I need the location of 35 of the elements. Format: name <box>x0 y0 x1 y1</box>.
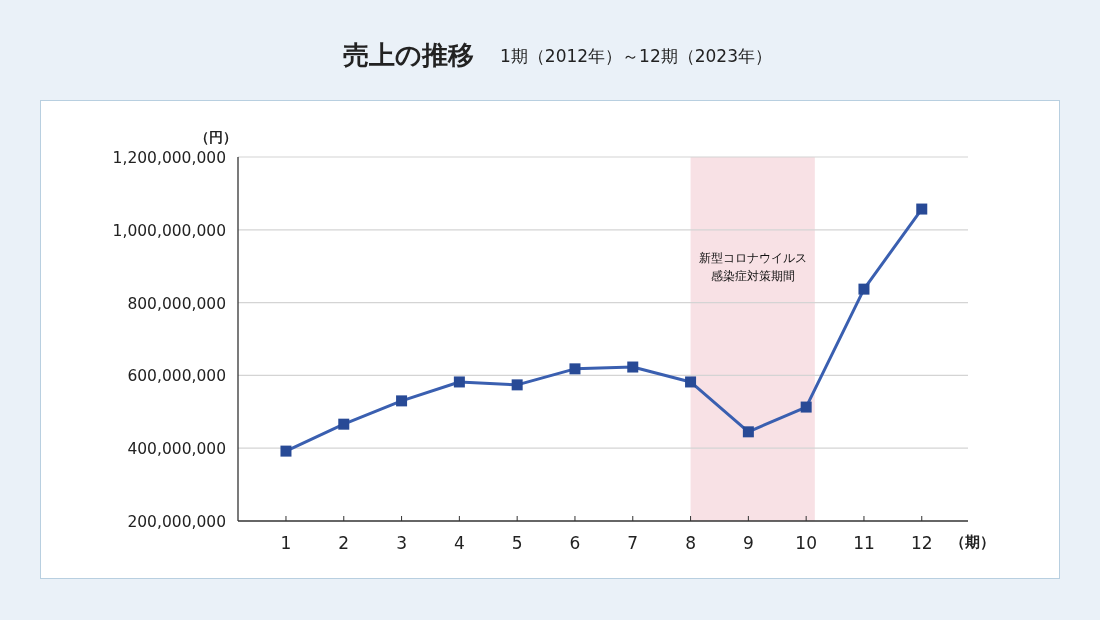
x-tick-label: 3 <box>396 533 407 553</box>
y-tick-label: 200,000,000 <box>127 513 226 531</box>
point <box>742 426 754 438</box>
x-tick-label: 10 <box>795 533 817 553</box>
point <box>858 283 870 295</box>
point <box>916 203 928 215</box>
x-tick-label: 6 <box>569 533 581 553</box>
chart-title: 売上の推移 <box>343 40 474 70</box>
x-tick-label: 12 <box>910 533 933 553</box>
point <box>453 376 465 388</box>
point <box>511 379 523 391</box>
y-tick-label: 1,200,000,000 <box>112 149 226 167</box>
point <box>800 401 812 413</box>
y-tick-label: 400,000,000 <box>127 440 226 459</box>
y-tick-label: 1,000,000,000 <box>112 221 226 240</box>
x-tick-label: 8 <box>685 533 696 553</box>
point <box>396 395 408 407</box>
x-tick-label: 9 <box>742 533 754 553</box>
x-tick-label: 7 <box>627 533 639 553</box>
y-tick-label: 600,000,000 <box>127 367 226 386</box>
point <box>685 376 697 388</box>
point <box>280 445 292 457</box>
x-tick-label: 5 <box>511 533 523 553</box>
point <box>338 418 350 430</box>
x-tick-label: 1 <box>280 533 292 553</box>
point <box>627 361 639 373</box>
point <box>569 363 581 375</box>
x-axis-title: （期） <box>949 533 995 551</box>
y-axis-title: （円） <box>195 129 237 145</box>
x-tick-label: 2 <box>338 533 350 553</box>
x-tick-label: 11 <box>853 533 875 553</box>
y-tick-label: 800,000,000 <box>127 294 226 313</box>
chart-subtitle: 1期（2012年）～12期（2023年） <box>500 46 772 66</box>
x-tick-label: 4 <box>453 533 465 553</box>
band-label: 新型コロナウイルス感染症対策期間 <box>698 251 807 283</box>
